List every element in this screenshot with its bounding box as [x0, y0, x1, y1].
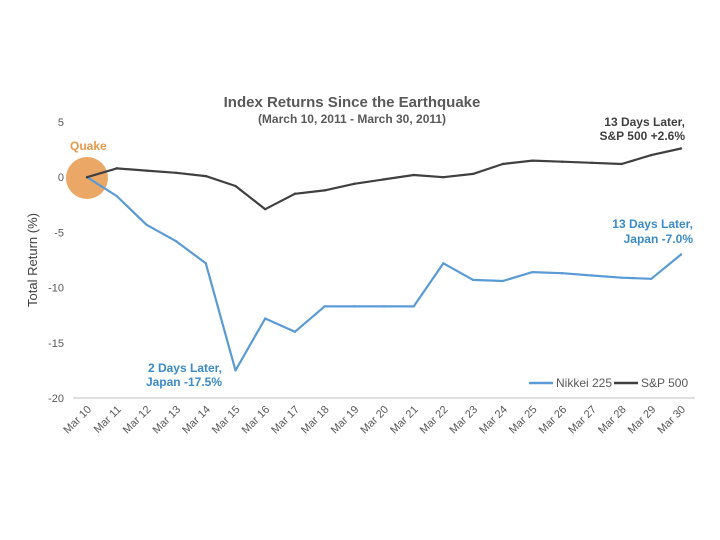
data-point [442, 176, 445, 179]
data-point [650, 153, 653, 157]
data-point [323, 305, 326, 308]
x-tick-label: Mar 23 [448, 404, 481, 437]
y-tick-label: -10 [48, 283, 64, 295]
data-point [234, 184, 237, 188]
y-axis-label: Total Return (%) [25, 213, 40, 307]
x-tick-label: Mar 19 [329, 404, 362, 437]
data-point [412, 305, 415, 308]
data-point [323, 189, 326, 192]
x-tick-label: Mar 15 [210, 404, 243, 437]
legend-label: S&P 500 [641, 376, 688, 390]
x-tick-label: Mar 18 [299, 404, 332, 437]
x-tick-label: Mar 30 [655, 404, 688, 437]
x-tick-label: Mar 29 [626, 404, 659, 437]
annotation-nikkei-end-line1: 13 Days Later, [612, 217, 693, 231]
x-tick-label: Mar 25 [507, 404, 540, 437]
legend-label: Nikkei 225 [556, 376, 612, 390]
data-point [234, 369, 237, 372]
data-point [145, 223, 148, 226]
y-tick-label: 0 [58, 172, 64, 184]
data-point [174, 171, 178, 174]
x-tick-label: Mar 13 [151, 404, 184, 437]
data-point [471, 278, 475, 282]
data-point [115, 167, 118, 170]
data-point [382, 305, 386, 308]
chart-title: Index Returns Since the Earthquake [224, 94, 481, 111]
y-tick-label: 5 [58, 117, 64, 129]
data-point [115, 194, 118, 198]
data-point [412, 173, 415, 177]
data-point [442, 262, 445, 265]
x-tick-label: Mar 16 [240, 404, 273, 437]
x-tick-label: Mar 27 [566, 404, 599, 437]
data-point [174, 240, 178, 243]
data-point [531, 270, 534, 274]
data-point [264, 317, 267, 320]
chart-subtitle: (March 10, 2011 - March 30, 2011) [258, 112, 446, 126]
data-point [531, 159, 534, 162]
y-tick-label: -5 [54, 227, 64, 239]
data-point [264, 208, 267, 211]
x-tick-label: Mar 20 [358, 404, 391, 437]
x-tick-label: Mar 21 [388, 404, 421, 437]
x-tick-label: Mar 28 [596, 404, 629, 437]
data-point [650, 277, 653, 280]
data-point [561, 272, 564, 275]
series-line-nikkei-225 [86, 176, 682, 372]
x-tick-label: Mar 10 [61, 404, 94, 437]
annotation-sp-end-line1: 13 Days Later, [604, 115, 685, 129]
x-tick-label: Mar 24 [477, 404, 510, 437]
data-point [145, 169, 148, 172]
x-tick-label: Mar 22 [418, 404, 451, 437]
data-point [501, 279, 504, 283]
data-point [620, 162, 623, 166]
data-point [382, 178, 386, 181]
data-point [679, 147, 683, 150]
y-tick-label: -20 [48, 393, 64, 405]
annotation-nikkei-low-line2: Japan -17.5% [146, 375, 222, 389]
data-point [590, 161, 594, 165]
annotation-nikkei-end-line2: Japan -7.0% [624, 232, 694, 246]
annotation-nikkei-low-line1: 2 Days Later, [148, 361, 222, 375]
data-point [293, 330, 297, 333]
data-point [679, 253, 683, 256]
x-tick-label: Mar 17 [269, 404, 302, 437]
x-tick-label: Mar 11 [92, 404, 124, 436]
data-point [620, 276, 623, 279]
data-point [204, 174, 207, 178]
x-tick-label: Mar 14 [180, 404, 213, 437]
data-point [85, 176, 89, 179]
data-point [353, 182, 356, 186]
data-point [204, 262, 207, 265]
data-point [590, 274, 594, 277]
quake-label: Quake [70, 139, 107, 153]
data-point [501, 162, 504, 166]
data-point [471, 172, 475, 176]
data-point [293, 192, 297, 195]
y-tick-label: -15 [48, 338, 64, 350]
data-point [561, 160, 564, 163]
x-tick-label: Mar 12 [121, 404, 154, 437]
x-tick-label: Mar 26 [537, 404, 570, 437]
annotation-sp-end-line2: S&P 500 +2.6% [599, 129, 685, 143]
data-point [353, 305, 356, 308]
